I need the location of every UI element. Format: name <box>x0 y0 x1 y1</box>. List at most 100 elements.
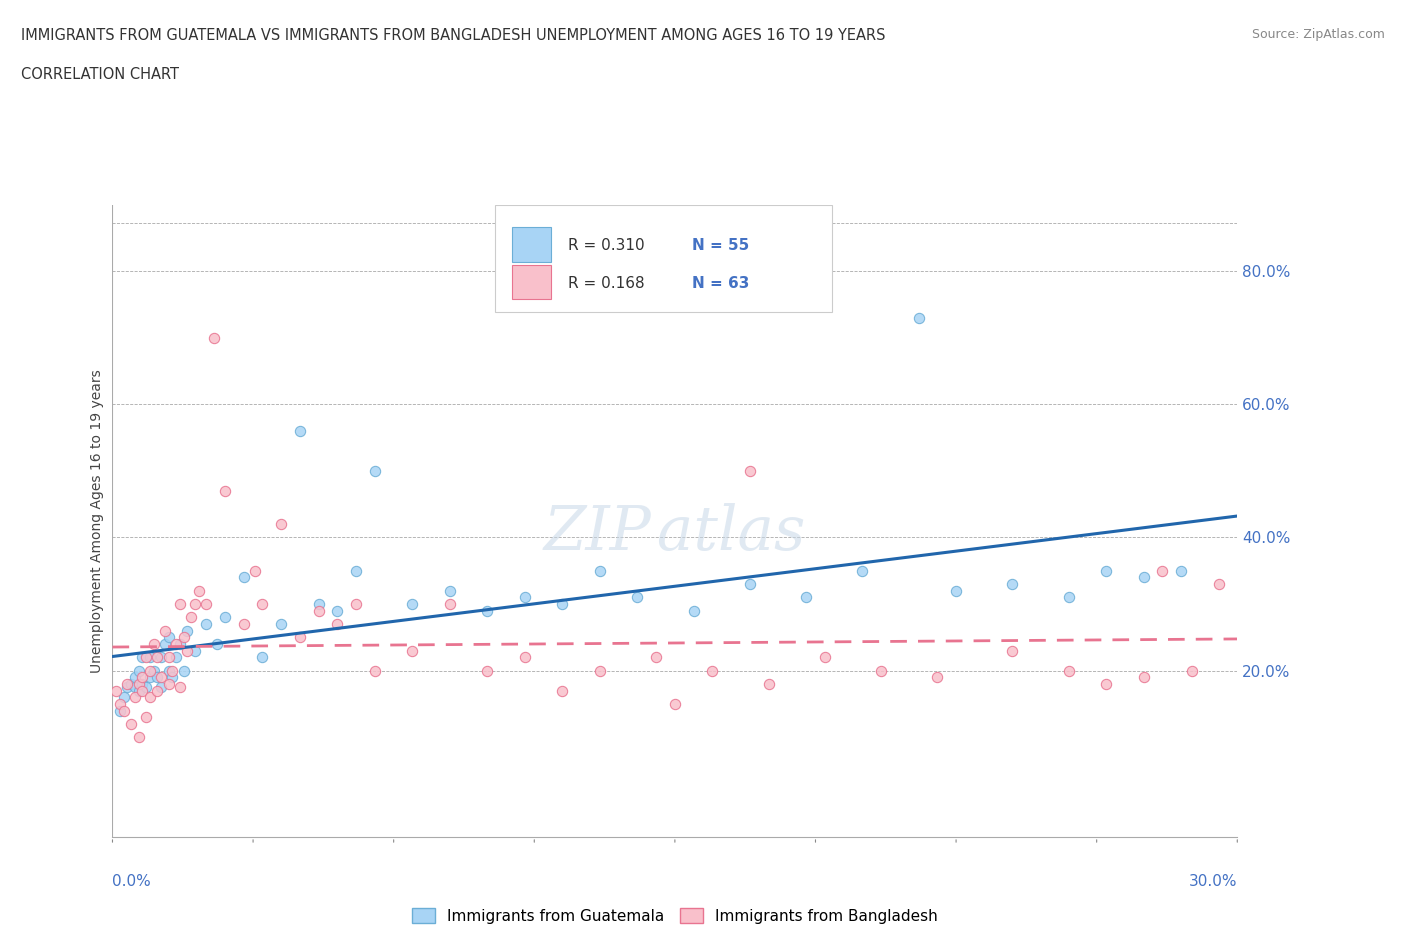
Y-axis label: Unemployment Among Ages 16 to 19 years: Unemployment Among Ages 16 to 19 years <box>90 369 104 672</box>
Point <box>142 663 165 678</box>
Point <box>214 484 236 498</box>
Point <box>344 596 367 611</box>
Point <box>117 680 139 695</box>
Point <box>1181 663 1204 678</box>
Point <box>150 680 173 695</box>
Point <box>135 680 157 695</box>
Point <box>364 463 387 478</box>
Point <box>439 596 461 611</box>
Point <box>128 730 150 745</box>
Point <box>738 577 761 591</box>
Point <box>139 670 162 684</box>
Point <box>180 610 202 625</box>
Point <box>139 663 162 678</box>
Point <box>439 583 461 598</box>
Point <box>645 650 668 665</box>
Point <box>112 690 135 705</box>
Point <box>1057 663 1080 678</box>
Point <box>308 604 330 618</box>
Point <box>794 590 817 604</box>
Text: CORRELATION CHART: CORRELATION CHART <box>21 67 179 82</box>
FancyBboxPatch shape <box>512 265 551 299</box>
Point <box>252 596 274 611</box>
Point <box>131 670 153 684</box>
Text: 0.0%: 0.0% <box>112 873 152 888</box>
Point <box>513 650 536 665</box>
Point <box>108 697 131 711</box>
Point <box>288 630 311 644</box>
Point <box>187 583 209 598</box>
Text: R = 0.168: R = 0.168 <box>568 276 644 291</box>
Point <box>232 617 254 631</box>
Point <box>551 596 574 611</box>
Point <box>664 697 686 711</box>
Point <box>1208 577 1230 591</box>
Point <box>120 716 142 731</box>
Text: R = 0.310: R = 0.310 <box>568 238 644 253</box>
Point <box>270 617 292 631</box>
Point <box>112 703 135 718</box>
Point <box>176 623 198 638</box>
Point <box>1152 564 1174 578</box>
Point <box>1001 577 1024 591</box>
Point <box>1132 570 1154 585</box>
Point <box>326 617 349 631</box>
Point <box>1001 644 1024 658</box>
Point <box>169 680 191 695</box>
Point <box>117 676 139 691</box>
Point <box>207 636 229 651</box>
Point <box>165 650 187 665</box>
Point <box>162 670 184 684</box>
Point <box>120 676 142 691</box>
Point <box>214 610 236 625</box>
Point <box>907 311 929 325</box>
Point <box>176 644 198 658</box>
Point <box>1170 564 1192 578</box>
Point <box>232 570 254 585</box>
Point <box>1057 590 1080 604</box>
Point <box>157 630 180 644</box>
Point <box>344 564 367 578</box>
Point <box>477 604 499 618</box>
Point <box>173 663 195 678</box>
Point <box>157 663 180 678</box>
Point <box>682 604 704 618</box>
Point <box>202 330 225 345</box>
Point <box>308 596 330 611</box>
Point <box>135 650 157 665</box>
Point <box>153 636 176 651</box>
Point <box>401 596 423 611</box>
Point <box>169 636 191 651</box>
Point <box>146 650 169 665</box>
Point <box>128 684 150 698</box>
Point <box>184 596 207 611</box>
Text: IMMIGRANTS FROM GUATEMALA VS IMMIGRANTS FROM BANGLADESH UNEMPLOYMENT AMONG AGES : IMMIGRANTS FROM GUATEMALA VS IMMIGRANTS … <box>21 28 886 43</box>
Point <box>131 650 153 665</box>
Point <box>195 596 218 611</box>
Point <box>131 676 153 691</box>
Point <box>146 670 169 684</box>
Point <box>169 596 191 611</box>
Point <box>1132 670 1154 684</box>
Text: N = 55: N = 55 <box>692 238 749 253</box>
Text: N = 63: N = 63 <box>692 276 749 291</box>
Point <box>128 663 150 678</box>
Point <box>589 564 612 578</box>
Point <box>128 676 150 691</box>
Point <box>124 680 146 695</box>
Point <box>626 590 648 604</box>
Point <box>131 684 153 698</box>
Point <box>165 636 187 651</box>
Point <box>589 663 612 678</box>
Point <box>1095 564 1118 578</box>
Point <box>401 644 423 658</box>
Point <box>945 583 967 598</box>
Point <box>153 623 176 638</box>
Text: ZIP atlas: ZIP atlas <box>544 503 806 564</box>
Point <box>105 684 128 698</box>
Point <box>326 604 349 618</box>
FancyBboxPatch shape <box>495 205 832 312</box>
Point <box>758 676 780 691</box>
Point <box>927 670 949 684</box>
Point <box>551 684 574 698</box>
